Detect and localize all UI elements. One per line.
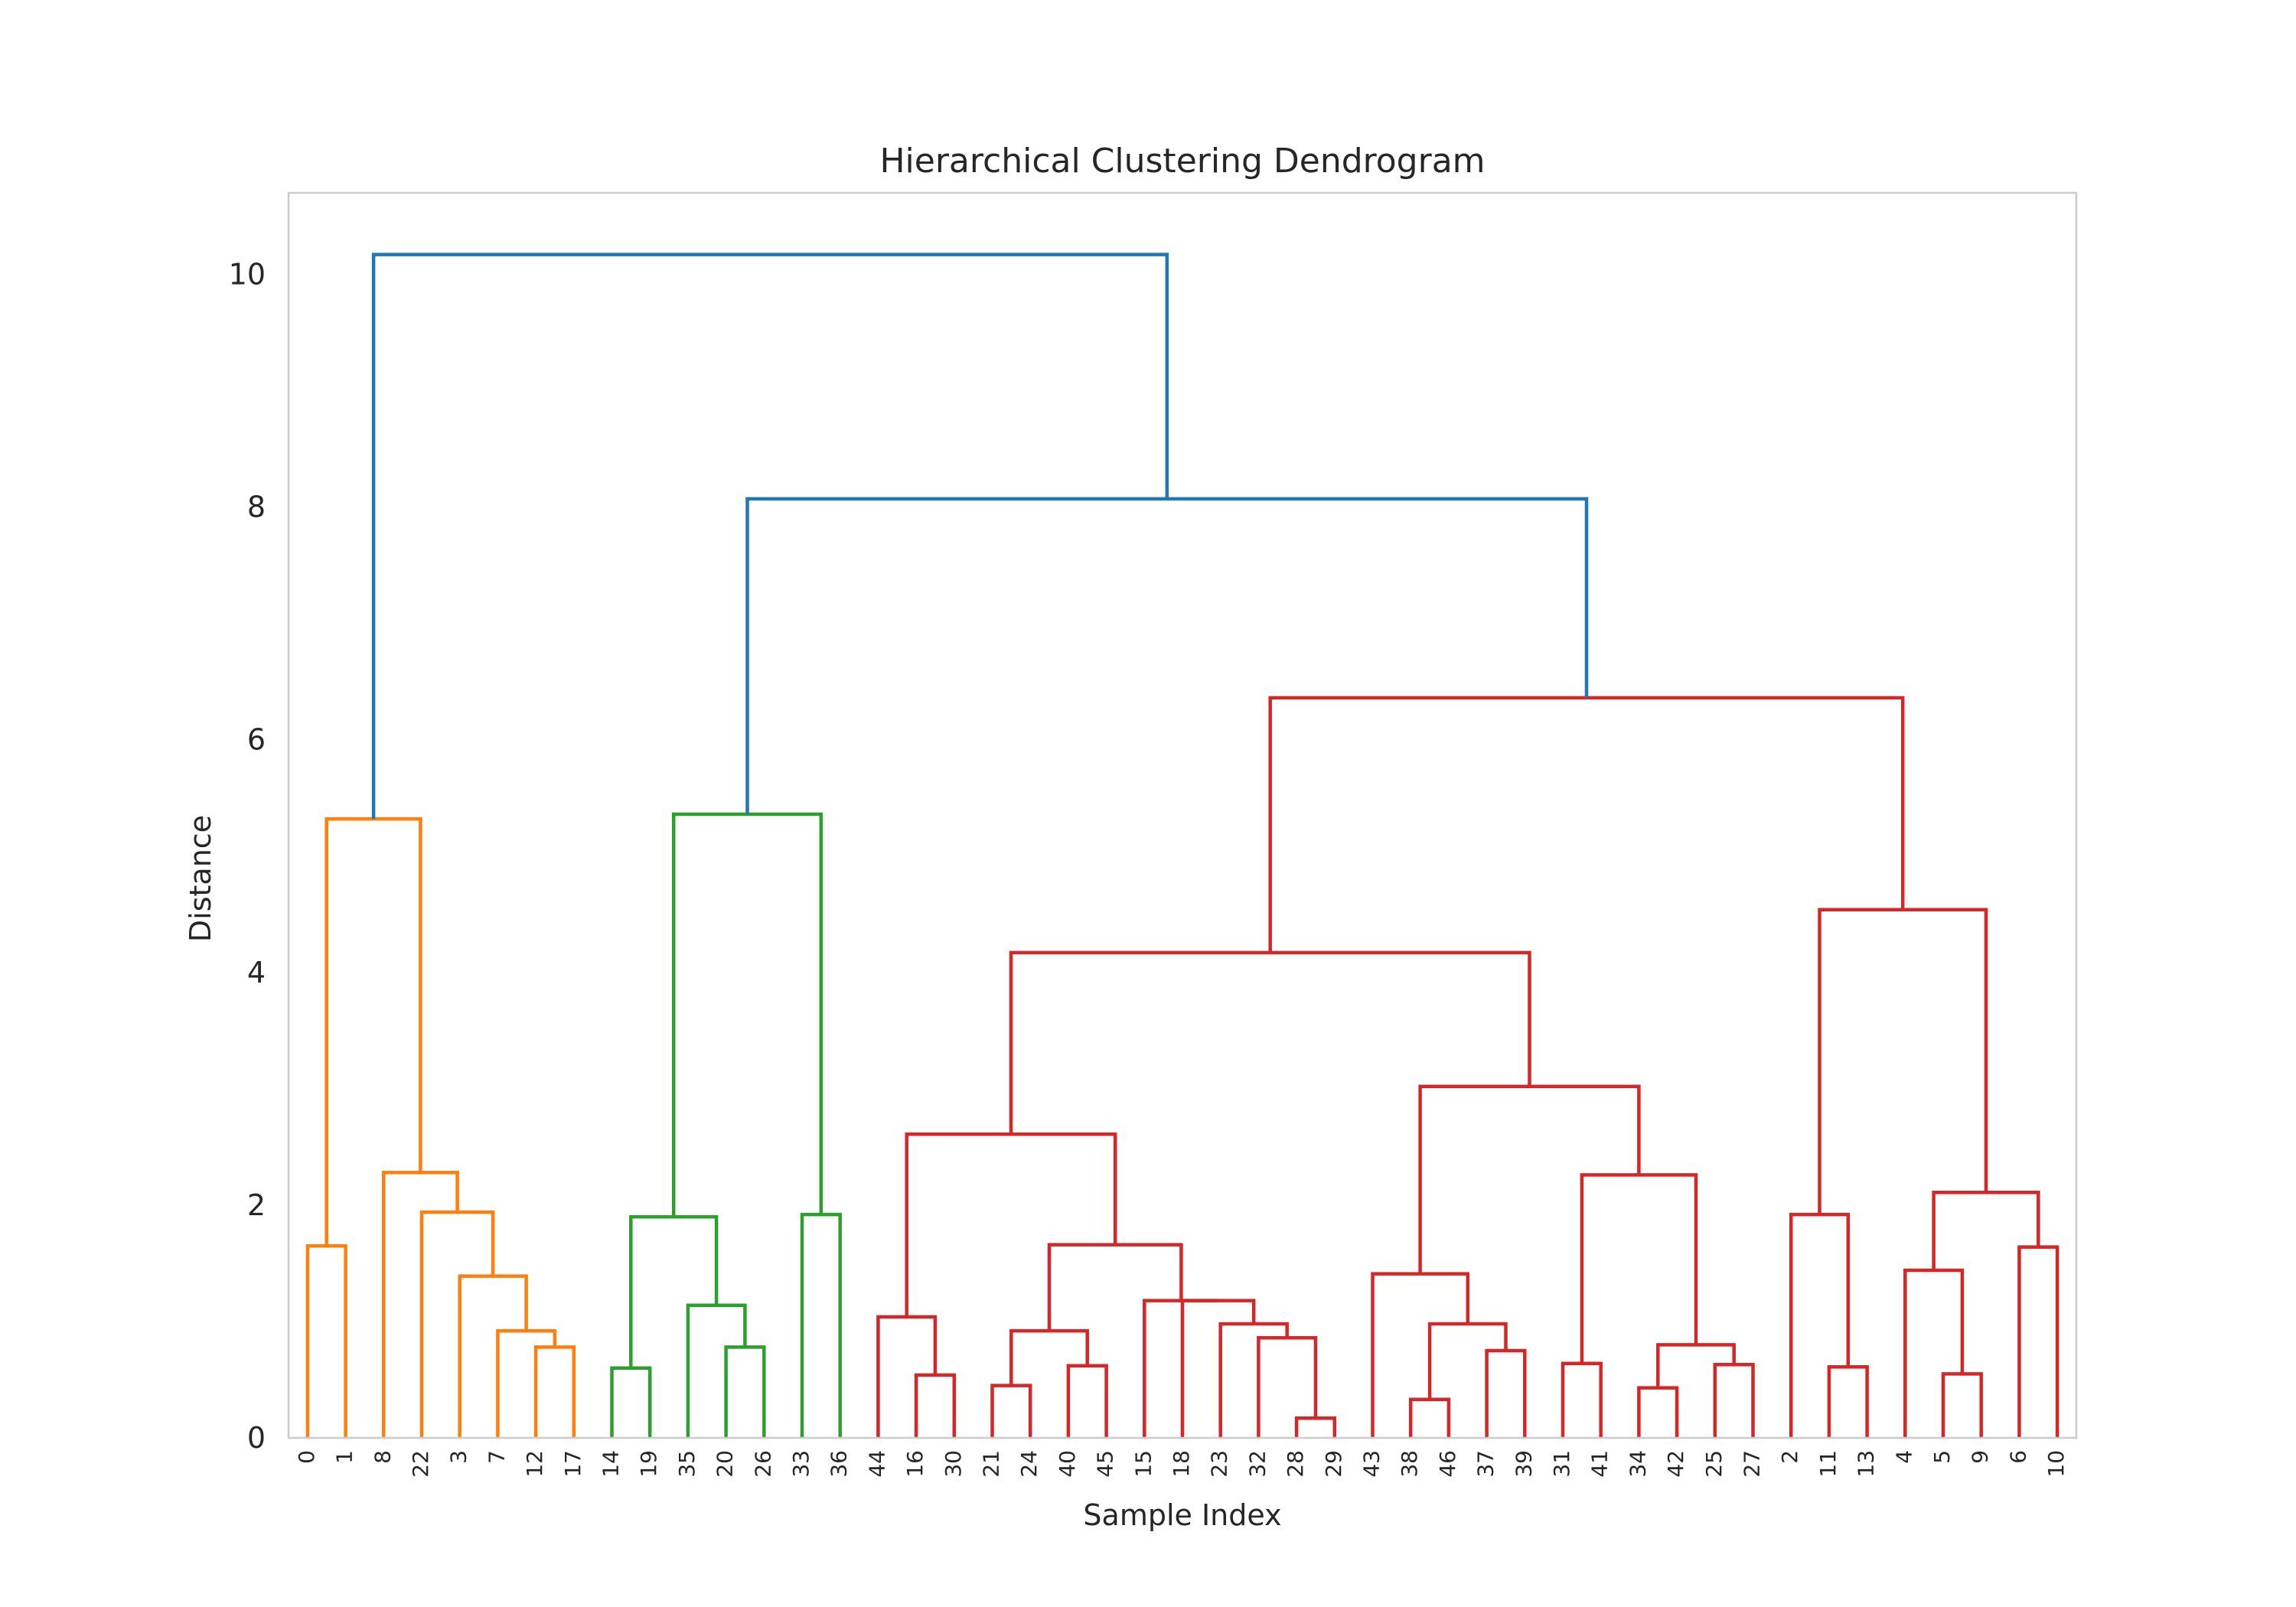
- leaf-label-43: 43: [1359, 1450, 1384, 1478]
- leaf-label-31: 31: [1549, 1450, 1574, 1478]
- leaf-label-13: 13: [1854, 1450, 1879, 1478]
- leaf-label-4: 4: [1891, 1450, 1916, 1464]
- leaf-label-40: 40: [1055, 1450, 1080, 1478]
- leaf-label-10: 10: [2043, 1450, 2069, 1478]
- leaf-label-32: 32: [1244, 1450, 1270, 1478]
- y-tick-label-0: 0: [247, 1421, 266, 1455]
- leaf-label-45: 45: [1093, 1450, 1118, 1478]
- leaf-label-46: 46: [1435, 1450, 1460, 1478]
- leaf-label-33: 33: [788, 1450, 814, 1478]
- y-axis-ticks: 0 2 4 6 8 10: [229, 257, 266, 1455]
- leaf-label-35: 35: [674, 1450, 700, 1478]
- leaf-label-15: 15: [1130, 1450, 1156, 1478]
- y-tick-label-6: 6: [247, 723, 266, 757]
- leaf-label-14: 14: [598, 1450, 624, 1478]
- y-tick-label-4: 4: [247, 956, 266, 989]
- leaf-label-36: 36: [827, 1450, 852, 1478]
- leaf-label-23: 23: [1207, 1450, 1232, 1478]
- y-axis-label: Distance: [184, 815, 217, 942]
- dendrogram-links: [305, 253, 2060, 1438]
- leaf-label-18: 18: [1169, 1450, 1194, 1478]
- leaf-label-39: 39: [1511, 1450, 1536, 1478]
- plot-frame: [287, 191, 2078, 1439]
- leaf-label-8: 8: [370, 1450, 395, 1464]
- leaf-label-6: 6: [2005, 1450, 2030, 1464]
- leaf-label-21: 21: [979, 1450, 1004, 1478]
- leaf-label-7: 7: [484, 1450, 509, 1464]
- leaf-label-24: 24: [1016, 1450, 1042, 1478]
- y-tick-label-8: 8: [247, 491, 266, 524]
- leaf-label-2: 2: [1777, 1450, 1802, 1464]
- leaf-label-29: 29: [1321, 1450, 1346, 1478]
- leaf-label-28: 28: [1283, 1450, 1308, 1478]
- leaf-label-26: 26: [750, 1450, 775, 1478]
- leaf-label-12: 12: [522, 1450, 547, 1478]
- leaf-label-20: 20: [713, 1450, 738, 1478]
- leaf-label-5: 5: [1929, 1450, 1955, 1464]
- x-axis-leaf-labels: 0 1 8 22 3 7 12 17 14 19 35 20 26 33 36 44 16 30 21 24 40 45 1…: [294, 1450, 2069, 1478]
- leaf-label-17: 17: [560, 1450, 585, 1478]
- y-tick-label-10: 10: [229, 257, 266, 291]
- dendrogram-link-m23: [1143, 1299, 1218, 1438]
- leaf-label-38: 38: [1397, 1450, 1422, 1478]
- leaf-label-27: 27: [1740, 1450, 1765, 1478]
- leaf-label-22: 22: [408, 1450, 433, 1478]
- leaf-label-42: 42: [1663, 1450, 1688, 1478]
- leaf-label-9: 9: [1968, 1450, 1993, 1464]
- leaf-label-1: 1: [332, 1450, 357, 1464]
- leaf-label-44: 44: [864, 1450, 889, 1478]
- leaf-label-37: 37: [1473, 1450, 1499, 1478]
- leaf-label-34: 34: [1625, 1450, 1650, 1478]
- dendrogram-link-m46: [371, 253, 1169, 820]
- leaf-label-3: 3: [446, 1450, 471, 1464]
- leaf-label-19: 19: [636, 1450, 661, 1478]
- leaf-label-30: 30: [941, 1450, 966, 1478]
- leaf-label-16: 16: [902, 1450, 928, 1478]
- y-tick-label-2: 2: [247, 1188, 266, 1222]
- leaf-label-41: 41: [1587, 1450, 1613, 1478]
- chart-title: Hierarchical Clustering Dendrogram: [879, 142, 1485, 181]
- x-axis-label: Sample Index: [1083, 1498, 1281, 1532]
- leaf-label-11: 11: [1815, 1450, 1841, 1478]
- leaf-label-0: 0: [294, 1450, 319, 1464]
- leaf-label-25: 25: [1701, 1450, 1727, 1478]
